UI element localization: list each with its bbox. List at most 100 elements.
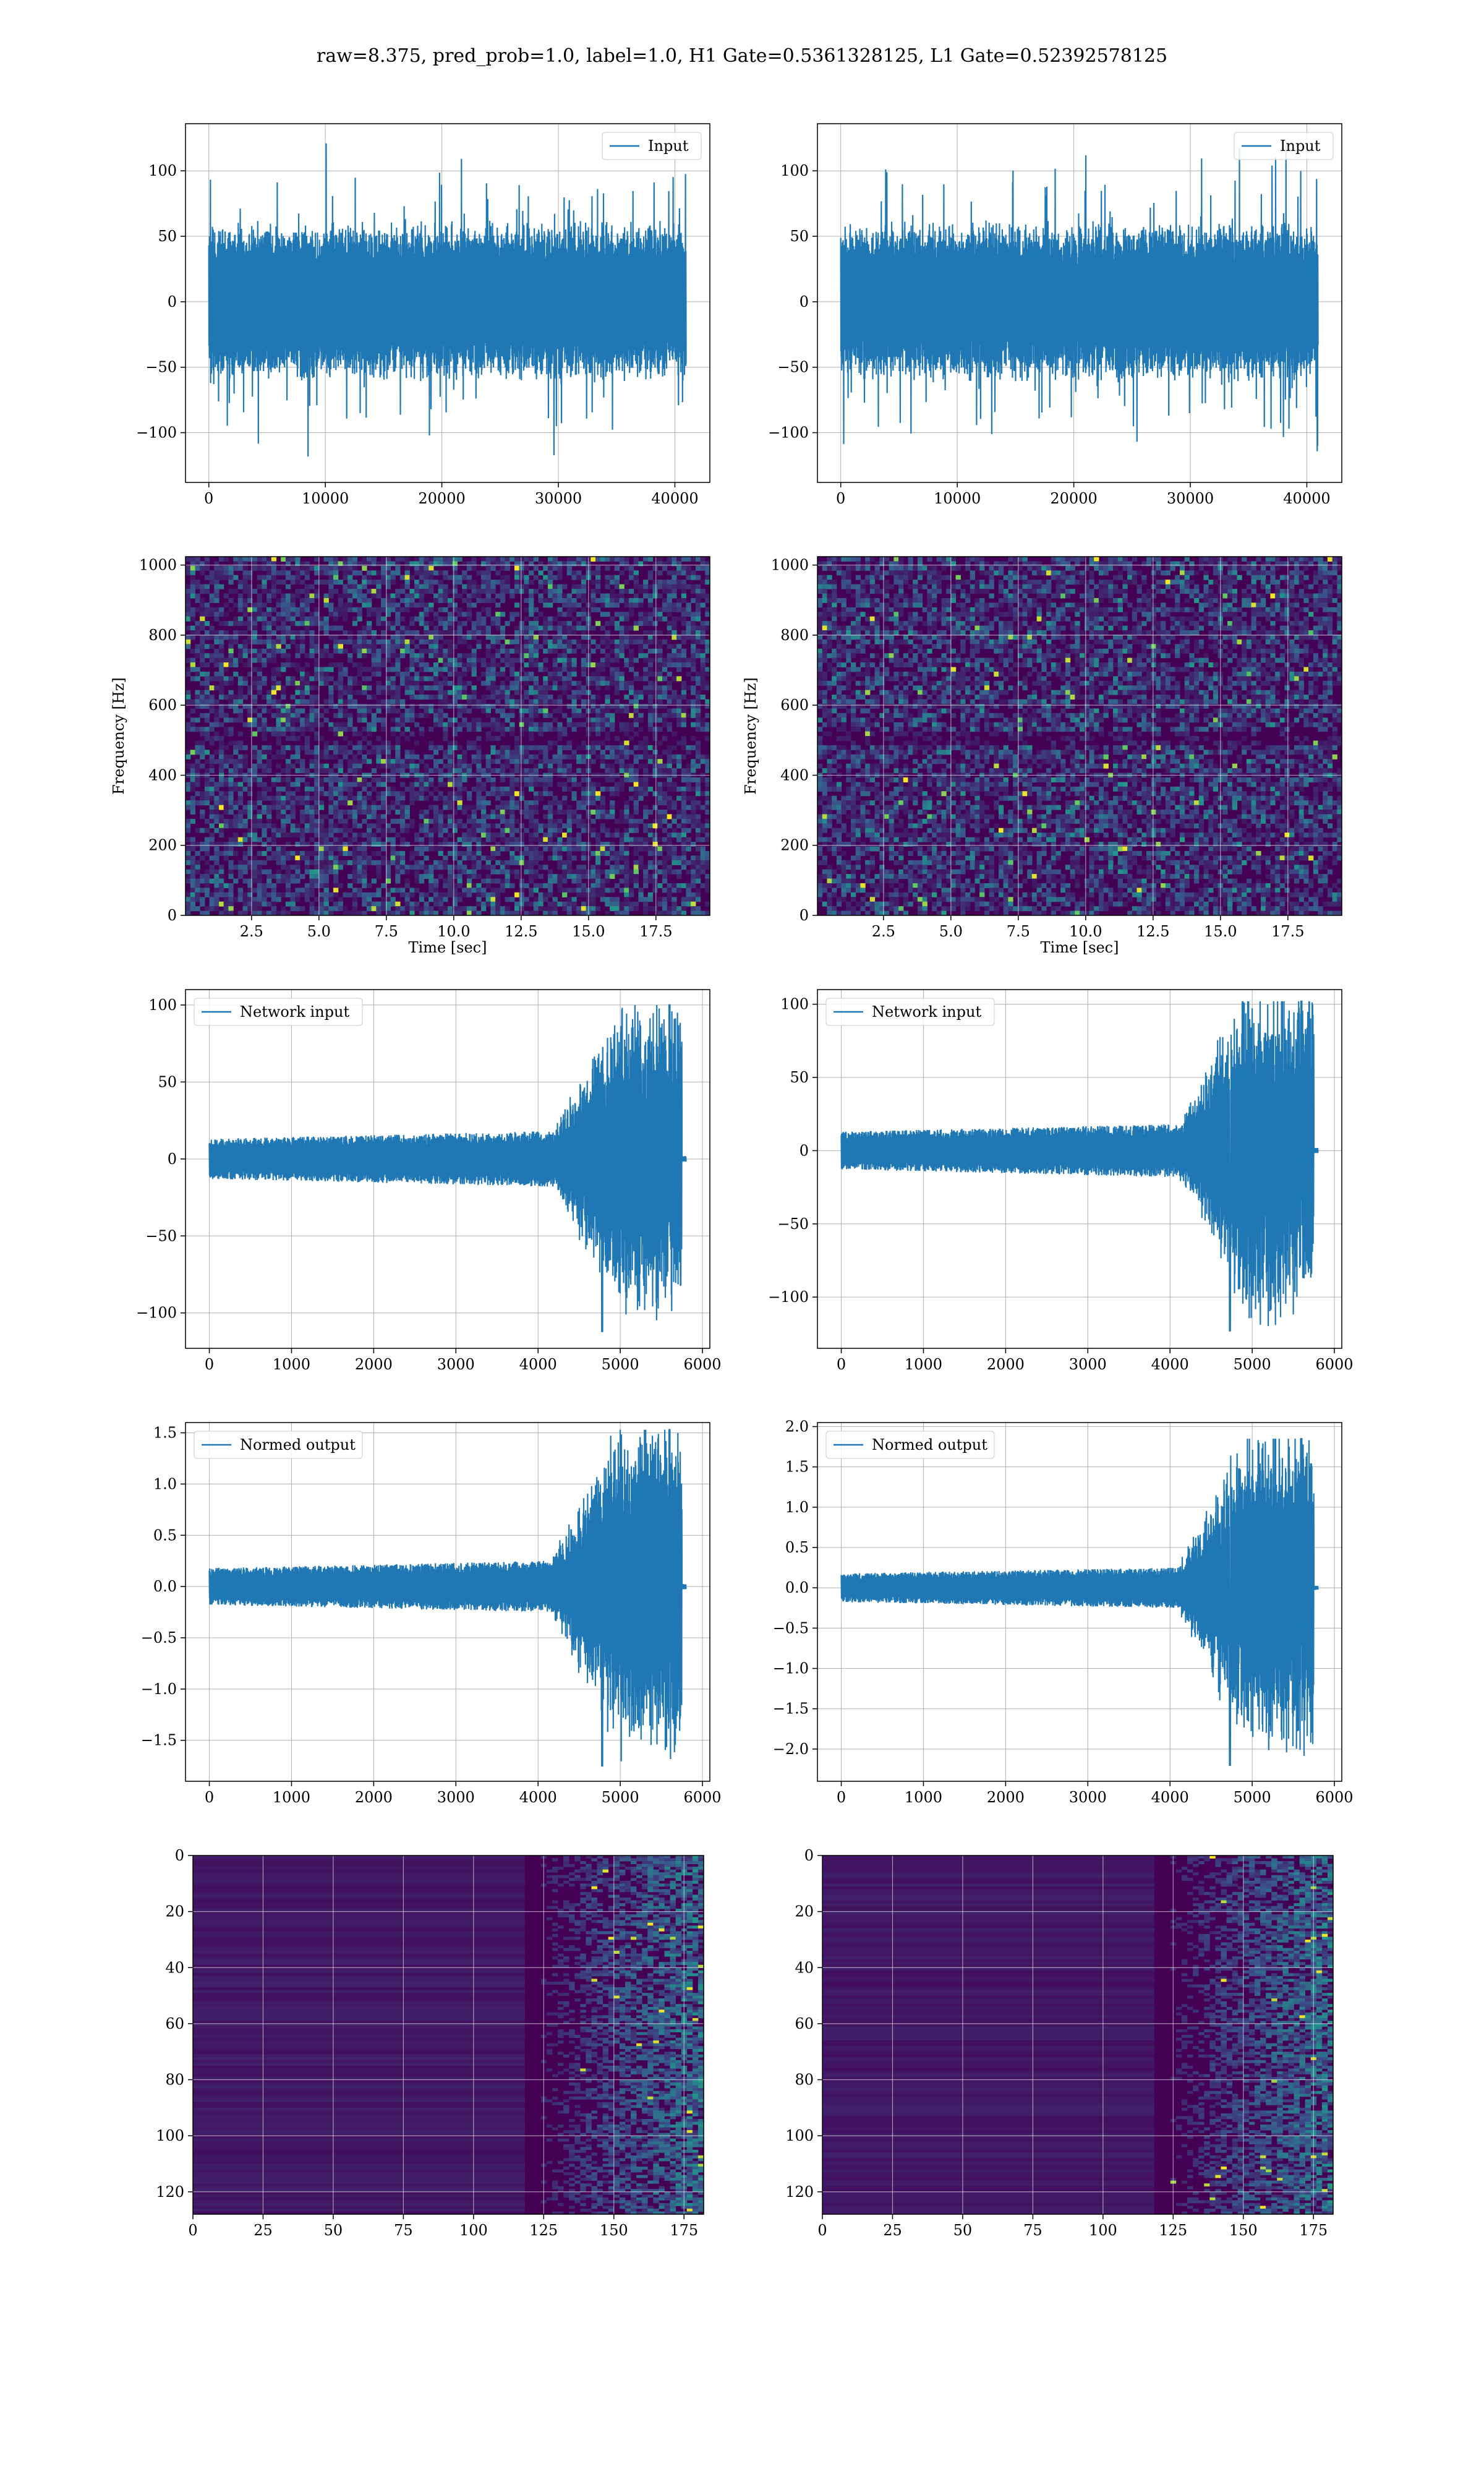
heatmap-cell	[681, 800, 687, 806]
heatmap-cell	[271, 589, 277, 594]
heatmap-cell	[247, 805, 253, 810]
heatmap-cell	[357, 690, 362, 695]
heatmap-cell	[438, 667, 443, 672]
heatmap-cell	[652, 842, 658, 847]
heatmap-cell	[529, 630, 534, 636]
heatmap-cell	[614, 657, 620, 663]
heatmap-cell	[538, 570, 544, 576]
heatmap-cell	[562, 823, 568, 829]
heatmap-cell	[591, 695, 596, 700]
heatmap-cell	[348, 750, 353, 755]
heatmap-cell	[366, 676, 372, 682]
heatmap-cell	[543, 699, 548, 704]
heatmap-cell	[395, 805, 401, 810]
heatmap-cell	[262, 708, 267, 714]
heatmap-cell	[438, 713, 443, 718]
heatmap-cell	[595, 865, 601, 870]
heatmap-cell	[476, 699, 482, 704]
heatmap-cell	[672, 589, 677, 594]
heatmap-cell	[529, 745, 534, 750]
heatmap-cell	[399, 763, 406, 769]
heatmap-cell	[595, 708, 601, 714]
heatmap-cell	[543, 727, 548, 732]
heatmap-cell	[290, 580, 296, 585]
heatmap-cell	[300, 676, 305, 682]
heatmap-cell	[695, 713, 701, 718]
heatmap-cell	[419, 616, 425, 622]
heatmap-cell	[552, 846, 558, 852]
heatmap-cell	[328, 828, 334, 833]
heatmap-cell	[490, 736, 496, 742]
heatmap-cell	[700, 722, 706, 727]
heatmap-cell	[357, 865, 362, 870]
heatmap-cell	[691, 703, 696, 709]
heatmap-cell	[647, 667, 654, 672]
heatmap-cell	[195, 759, 200, 764]
heatmap-cell	[433, 662, 439, 668]
heatmap-cell	[576, 639, 582, 644]
heatmap-cell	[543, 657, 548, 663]
heatmap-cell	[186, 597, 191, 603]
heatmap-cell	[571, 662, 577, 668]
heatmap-cell	[424, 869, 429, 875]
heatmap-cell	[443, 865, 448, 870]
heatmap-cell	[543, 625, 548, 631]
heatmap-cell	[448, 612, 453, 617]
heatmap-cell	[186, 722, 191, 727]
heatmap-cell	[309, 648, 315, 654]
heatmap-cell	[276, 777, 281, 782]
heatmap-cell	[257, 874, 262, 880]
heatmap-cell	[237, 874, 244, 880]
heatmap-cell	[390, 703, 396, 709]
heatmap-cell	[438, 648, 443, 654]
heatmap-cell	[357, 644, 362, 649]
heatmap-cell	[614, 557, 620, 562]
heatmap-cell	[395, 685, 401, 691]
heatmap-cell	[223, 680, 229, 686]
heatmap-cell	[638, 616, 644, 622]
heatmap-cell	[304, 625, 310, 631]
heatmap-cell	[228, 800, 234, 806]
heatmap-cell	[366, 731, 372, 737]
heatmap-cell	[652, 657, 658, 663]
heatmap-cell	[557, 837, 563, 842]
heatmap-cell	[409, 597, 415, 603]
heatmap-cell	[552, 874, 558, 880]
heatmap-cell	[557, 671, 563, 677]
heatmap-cell	[404, 639, 410, 644]
heatmap-cell	[581, 713, 587, 718]
heatmap-cell	[576, 584, 582, 589]
heatmap-cell	[304, 584, 310, 589]
heatmap-cell	[414, 565, 420, 571]
heatmap-cell	[352, 763, 358, 769]
heatmap-cell	[381, 685, 386, 691]
heatmap-cell	[581, 855, 587, 861]
heatmap-cell	[376, 777, 382, 782]
heatmap-cell	[505, 695, 510, 700]
heatmap-cell	[457, 593, 463, 599]
heatmap-cell	[262, 763, 267, 769]
heatmap-cell	[519, 653, 524, 659]
heatmap-cell	[614, 703, 620, 709]
heatmap-cell	[348, 837, 353, 842]
heatmap-cell	[300, 850, 305, 856]
heatmap-cell	[414, 676, 420, 682]
heatmap-cell	[419, 703, 425, 709]
heatmap-cell	[686, 814, 691, 820]
heatmap-cell	[619, 814, 625, 820]
heatmap-cell	[295, 855, 301, 861]
heatmap-cell	[352, 805, 358, 810]
heatmap-cell	[304, 805, 310, 810]
heatmap-cell	[705, 833, 710, 838]
heatmap-cell	[252, 699, 258, 704]
heatmap-cell	[343, 575, 348, 580]
heatmap-cell	[338, 680, 343, 686]
heatmap-cell	[691, 736, 696, 742]
heatmap-cell	[652, 860, 658, 865]
heatmap-cell	[667, 869, 672, 875]
heatmap-cell	[385, 602, 391, 608]
heatmap-cell	[381, 782, 386, 787]
heatmap-cell	[385, 644, 391, 649]
heatmap-cell	[633, 823, 639, 829]
heatmap-cell	[647, 708, 654, 714]
